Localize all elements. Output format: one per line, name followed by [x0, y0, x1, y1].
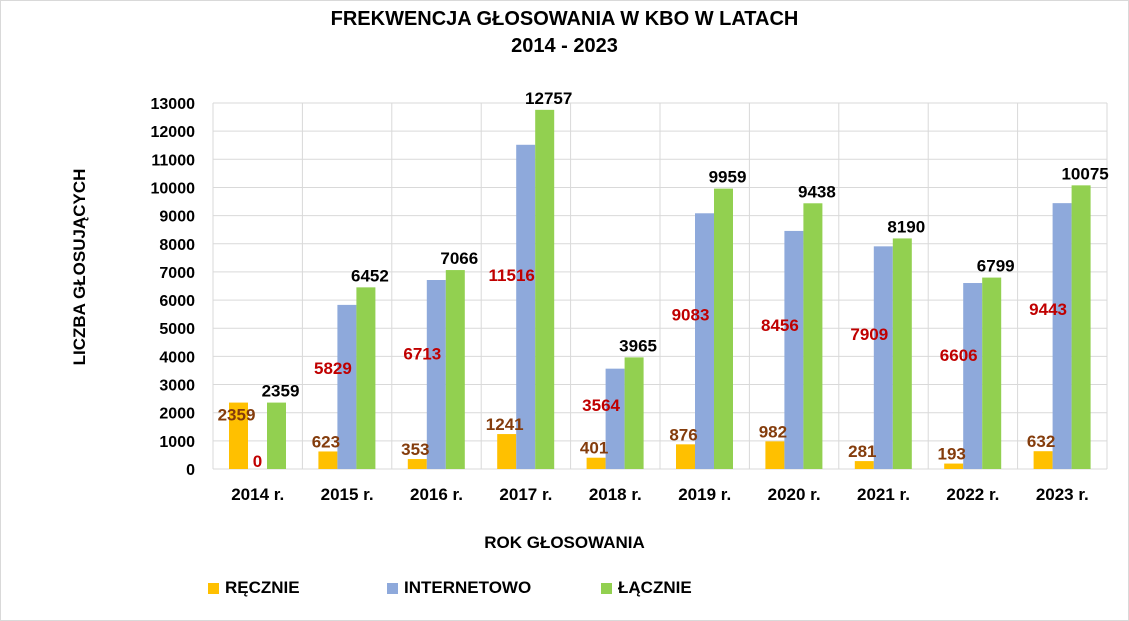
y-tick-label: 5000 — [159, 321, 195, 338]
x-tick-label: 2015 r. — [321, 485, 374, 504]
y-tick-label: 10000 — [151, 180, 196, 197]
x-tick-label: 2020 r. — [768, 485, 821, 504]
bar-manual — [765, 441, 785, 469]
y-tick-label: 8000 — [159, 237, 195, 254]
bar-manual — [586, 457, 606, 469]
x-tick-label: 2017 r. — [499, 485, 552, 504]
bar-internet — [963, 283, 983, 469]
data-label-total: 6452 — [351, 266, 389, 285]
bar-internet — [1052, 203, 1072, 469]
bar-total — [803, 203, 823, 469]
chart-title-line2: 2014 - 2023 — [511, 35, 618, 57]
data-label-total: 8190 — [887, 217, 925, 236]
x-tick-label: 2014 r. — [231, 485, 284, 504]
data-label-manual: 193 — [938, 445, 966, 464]
x-tick-label: 2022 r. — [946, 485, 999, 504]
data-label-manual: 401 — [580, 439, 608, 458]
legend-swatch-internet — [387, 582, 398, 594]
data-label-internet: 5829 — [314, 359, 352, 378]
y-tick-label: 13000 — [151, 96, 196, 113]
bar-manual — [497, 434, 517, 469]
bar-manual — [229, 402, 248, 469]
bar-internet — [695, 213, 714, 469]
y-tick-label: 7000 — [159, 265, 195, 282]
y-tick-label: 11000 — [151, 152, 195, 169]
legend-label-internet: INTERNETOWO — [404, 578, 532, 597]
x-tick-label: 2021 r. — [857, 485, 910, 504]
data-label-internet: 3564 — [582, 396, 620, 415]
bar-internet — [873, 246, 893, 469]
data-label-internet: 9443 — [1029, 300, 1067, 319]
bar-internet — [516, 144, 536, 469]
y-axis-title: LICZBA GŁOSUJĄCYCH — [70, 168, 89, 366]
data-label-internet: 6713 — [403, 344, 441, 363]
data-label-internet: 0 — [253, 452, 262, 471]
data-label-manual: 281 — [848, 442, 876, 461]
bar-internet — [784, 230, 804, 469]
bar-manual — [854, 461, 874, 469]
data-label-manual: 2359 — [218, 406, 256, 425]
legend-label-manual: RĘCZNIE — [225, 578, 300, 597]
y-tick-label: 2000 — [159, 406, 195, 423]
bar-total — [982, 277, 1002, 469]
bar-manual — [407, 459, 427, 469]
bar-total — [714, 188, 733, 469]
bar-internet — [426, 280, 446, 469]
y-tick-label: 9000 — [159, 209, 195, 226]
bar-manual — [318, 451, 338, 469]
bar-total — [356, 287, 376, 469]
data-label-total: 3965 — [619, 336, 657, 355]
x-tick-label: 2016 r. — [410, 485, 463, 504]
x-axis-title: ROK GŁOSOWANIA — [484, 533, 645, 552]
bar-manual — [1033, 451, 1053, 469]
bar-total — [535, 109, 555, 470]
y-tick-label: 3000 — [159, 378, 195, 395]
legend-item-internet: INTERNETOWO — [387, 578, 531, 598]
x-tick-label: 2018 r. — [589, 485, 642, 504]
chart-title-line1: FREKWENCJA GŁOSOWANIA W KBO W LATACH — [330, 8, 799, 30]
data-label-total: 9438 — [798, 182, 836, 201]
y-tick-label: 12000 — [151, 124, 196, 141]
data-label-manual: 632 — [1027, 432, 1055, 451]
data-label-total: 6799 — [977, 257, 1015, 276]
data-label-manual: 1241 — [486, 415, 524, 434]
bar-internet — [605, 368, 625, 469]
x-tick-label: 2019 r. — [678, 485, 731, 504]
data-label-total: 9959 — [709, 168, 747, 187]
bar-total — [1071, 185, 1091, 469]
legend-item-total: ŁĄCZNIE — [601, 578, 692, 598]
bar-internet — [337, 304, 357, 469]
y-axis-title-wrap: LICZBA GŁOSUJĄCYCH — [62, 152, 98, 382]
y-tick-label: 0 — [186, 462, 195, 479]
data-label-manual: 623 — [312, 432, 340, 451]
legend-swatch-total — [601, 582, 612, 594]
data-label-total: 2359 — [262, 382, 300, 401]
data-label-total: 7066 — [440, 249, 478, 268]
data-label-internet: 11516 — [489, 266, 535, 285]
bar-total — [624, 357, 644, 469]
data-label-total: 12757 — [525, 89, 572, 108]
legend-label-total: ŁĄCZNIE — [618, 578, 692, 597]
legend-swatch-manual — [208, 582, 219, 594]
y-tick-label: 1000 — [159, 434, 195, 451]
legend-item-manual: RĘCZNIE — [208, 578, 300, 598]
data-label-internet: 8456 — [761, 316, 799, 335]
bar-manual — [944, 463, 964, 469]
data-label-manual: 876 — [669, 425, 697, 444]
bar-total — [267, 402, 286, 469]
x-tick-label: 2023 r. — [1036, 485, 1089, 504]
y-tick-label: 6000 — [159, 293, 195, 310]
data-label-internet: 6606 — [940, 346, 978, 365]
bar-manual — [676, 444, 695, 469]
bar-total — [445, 270, 465, 469]
data-label-internet: 7909 — [850, 325, 888, 344]
data-label-manual: 982 — [759, 422, 787, 441]
data-label-manual: 353 — [401, 440, 429, 459]
data-label-total: 10075 — [1061, 164, 1108, 183]
bar-total — [892, 238, 912, 469]
y-tick-label: 4000 — [159, 349, 195, 366]
data-label-internet: 9083 — [672, 306, 710, 325]
